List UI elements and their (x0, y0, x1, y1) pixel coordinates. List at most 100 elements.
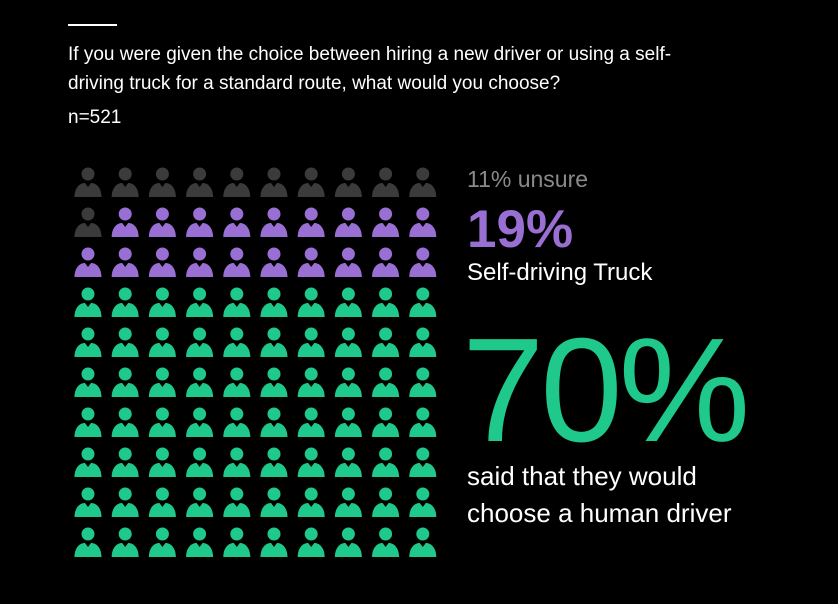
category-label: unsure (517, 166, 589, 192)
person-icon (148, 527, 176, 557)
person-icon (111, 447, 139, 477)
person-icon (74, 327, 102, 357)
person-icon (334, 167, 362, 197)
person-icon (223, 407, 251, 437)
person-icon (372, 487, 400, 517)
person-icon (223, 527, 251, 557)
person-icon (334, 487, 362, 517)
person-icon (409, 287, 437, 317)
person-icon (297, 527, 325, 557)
person-icon (260, 527, 288, 557)
person-icon (297, 407, 325, 437)
person-icon (186, 407, 214, 437)
person-icon (409, 487, 437, 517)
person-icon (74, 247, 102, 277)
person-icon (297, 487, 325, 517)
person-icon (260, 447, 288, 477)
person-icon (223, 367, 251, 397)
person-icon (186, 367, 214, 397)
person-icon (372, 247, 400, 277)
person-icon (186, 327, 214, 357)
person-icon (74, 167, 102, 197)
person-icon (111, 167, 139, 197)
person-icon (409, 167, 437, 197)
person-icon (409, 407, 437, 437)
person-icon (186, 167, 214, 197)
person-icon (74, 527, 102, 557)
person-icon (223, 327, 251, 357)
person-icon (111, 487, 139, 517)
person-icon (297, 207, 325, 237)
person-icon (372, 407, 400, 437)
person-icon (186, 487, 214, 517)
unsure-label: 11% unsure (467, 166, 588, 193)
person-icon (372, 367, 400, 397)
person-icon (111, 367, 139, 397)
person-icon (148, 407, 176, 437)
person-icon (223, 247, 251, 277)
person-icon (74, 367, 102, 397)
value-label: 11% (467, 166, 512, 192)
person-icon (148, 487, 176, 517)
person-icon (223, 207, 251, 237)
person-icon (186, 447, 214, 477)
person-icon (260, 247, 288, 277)
person-icon (148, 247, 176, 277)
person-icon (334, 367, 362, 397)
person-icon (297, 287, 325, 317)
person-icon (74, 487, 102, 517)
person-icon (148, 447, 176, 477)
person-icon (186, 287, 214, 317)
person-icon (74, 207, 102, 237)
person-icon (223, 487, 251, 517)
person-icon (148, 287, 176, 317)
person-icon (148, 167, 176, 197)
person-icon (409, 207, 437, 237)
person-icon (111, 247, 139, 277)
person-icon (111, 527, 139, 557)
person-icon (74, 447, 102, 477)
person-icon (74, 287, 102, 317)
category-label: Self-driving Truck (467, 259, 653, 286)
person-icon (260, 327, 288, 357)
person-icon (334, 527, 362, 557)
person-icon (186, 207, 214, 237)
person-icon (260, 367, 288, 397)
person-icon (111, 407, 139, 437)
person-icon (372, 287, 400, 317)
person-icon (260, 407, 288, 437)
chart-subtitle: n=521 (68, 107, 122, 128)
person-icon (148, 367, 176, 397)
person-icon (334, 447, 362, 477)
person-icon (372, 527, 400, 557)
person-icon (334, 207, 362, 237)
person-icon (223, 287, 251, 317)
chart-title: If you were given the choice between hir… (68, 44, 672, 94)
person-icon (186, 527, 214, 557)
person-icon (409, 367, 437, 397)
person-icon (148, 327, 176, 357)
person-icon (297, 247, 325, 277)
person-icon (334, 407, 362, 437)
person-icon (372, 327, 400, 357)
person-icon (334, 247, 362, 277)
value-label: 19% (467, 200, 574, 259)
person-icon (334, 327, 362, 357)
person-icon (148, 207, 176, 237)
value-label: 70% (462, 308, 750, 473)
person-icon (334, 287, 362, 317)
person-icon (297, 447, 325, 477)
person-icon (260, 207, 288, 237)
person-icon (260, 487, 288, 517)
person-icon (409, 327, 437, 357)
person-icon (223, 447, 251, 477)
person-icon (409, 447, 437, 477)
person-icon (223, 167, 251, 197)
person-icon (111, 287, 139, 317)
person-icon (260, 167, 288, 197)
person-icon (111, 207, 139, 237)
person-icon (111, 327, 139, 357)
person-icon (186, 247, 214, 277)
